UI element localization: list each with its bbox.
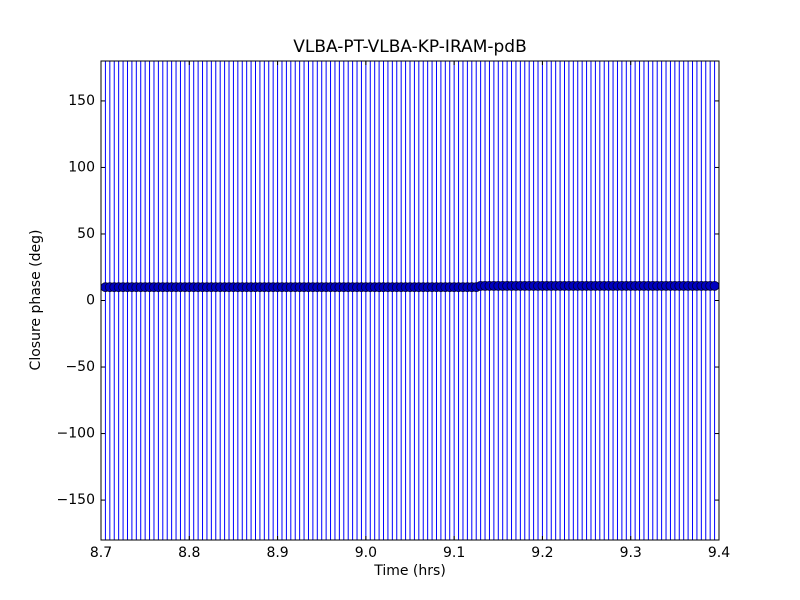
x-tick-label: 9.1	[443, 545, 465, 561]
plot-area	[101, 61, 719, 540]
x-tick-label: 8.7	[90, 545, 112, 561]
chart-title: VLBA-PT-VLBA-KP-IRAM-pdB	[293, 37, 527, 57]
data-point	[709, 280, 719, 291]
x-axis-label: Time (hrs)	[373, 563, 446, 579]
y-tick-label: −100	[57, 426, 95, 442]
x-tick-label: 9.0	[355, 545, 377, 561]
x-tick-label: 9.3	[620, 545, 642, 561]
x-tick-label: 8.9	[266, 545, 288, 561]
x-tick-label: 9.4	[708, 545, 730, 561]
y-tick-label: 100	[68, 159, 95, 175]
y-tick-label: −50	[65, 359, 95, 375]
x-tick-label: 8.8	[178, 545, 200, 561]
y-tick-label: −150	[57, 492, 95, 508]
y-tick-label: 0	[86, 293, 95, 309]
x-tick-label: 9.2	[531, 545, 553, 561]
y-tick-label: 50	[77, 226, 95, 242]
y-axis-label: Closure phase (deg)	[28, 230, 44, 371]
y-tick-label: 150	[68, 93, 95, 109]
